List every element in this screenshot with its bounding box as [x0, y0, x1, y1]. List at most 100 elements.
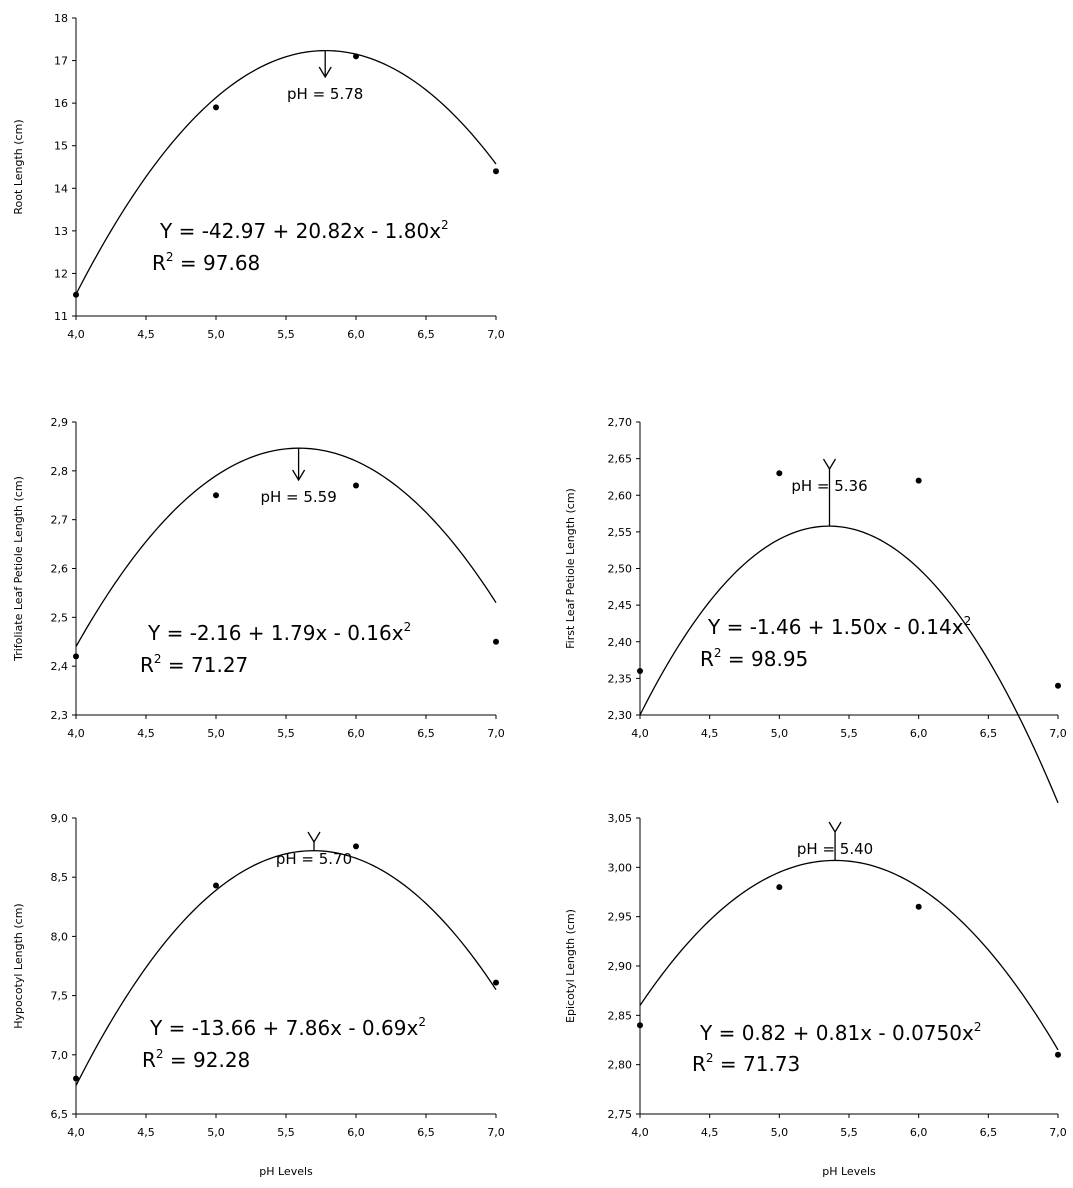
x-tick-label: 4,0 — [67, 1126, 85, 1139]
r-squared: R2 = 92.28 — [142, 1047, 250, 1072]
x-tick-label: 5,0 — [207, 727, 225, 740]
y-tick-label: 2,85 — [608, 1009, 633, 1022]
x-tick-label: 5,0 — [207, 328, 225, 341]
equation-exponent: 2 — [418, 1015, 426, 1029]
r-squared-exponent: 2 — [714, 646, 722, 660]
r-squared-exponent: 2 — [706, 1051, 714, 1065]
regression-equation: Y = -1.46 + 1.50x - 0.14x2 — [707, 614, 971, 639]
y-tick-label: 2,3 — [51, 709, 69, 722]
x-tick-label: 5,0 — [771, 1126, 789, 1139]
x-tick-label: 5,0 — [771, 727, 789, 740]
x-tick-label: 5,0 — [207, 1126, 225, 1139]
data-point — [776, 884, 783, 891]
y-tick-label: 6,5 — [51, 1108, 69, 1121]
x-tick-label: 6,0 — [910, 727, 928, 740]
x-tick-label: 7,0 — [1049, 1126, 1067, 1139]
data-point — [493, 168, 499, 175]
y-tick-label: 2,30 — [608, 709, 633, 722]
data-point — [915, 477, 922, 484]
data-point — [1055, 682, 1061, 689]
x-tick-label: 7,0 — [487, 727, 505, 740]
y-tick-label: 2,6 — [51, 563, 69, 576]
r-squared: R2 = 71.27 — [140, 652, 248, 677]
vertex-annotation: pH = 5.59 — [260, 488, 336, 506]
fit-curve — [639, 859, 1059, 1051]
regression-equation: Y = -13.66 + 7.86x - 0.69x2 — [149, 1015, 426, 1040]
y-tick-label: 2,5 — [51, 611, 69, 624]
fit-curve — [75, 49, 497, 295]
y-tick-label: 2,50 — [608, 563, 633, 576]
y-axis-label: Trifoliate Leaf Petiole Length (cm) — [12, 476, 25, 662]
data-point — [353, 53, 359, 60]
x-tick-label: 6,5 — [417, 727, 435, 740]
x-tick-label: 5,5 — [277, 727, 295, 740]
x-tick-label: 7,0 — [487, 328, 505, 341]
r-squared-value: = 71.73 — [714, 1052, 801, 1076]
data-point — [637, 1022, 643, 1029]
arrow-head-icon — [822, 458, 837, 471]
x-tick-label: 4,5 — [701, 727, 719, 740]
x-tick-label: 6,0 — [347, 328, 365, 341]
regression-equation: Y = -42.97 + 20.82x - 1.80x2 — [159, 218, 449, 243]
r-squared-value: = 92.28 — [164, 1048, 251, 1072]
x-tick-label: 5,5 — [277, 328, 295, 341]
y-tick-label: 2,40 — [608, 636, 633, 649]
data-point — [1055, 1051, 1061, 1058]
x-tick-label: 5,5 — [840, 1126, 858, 1139]
x-tick-label: 4,0 — [67, 727, 85, 740]
vertex-annotation: pH = 5.40 — [797, 840, 873, 858]
r-squared-exponent: 2 — [154, 652, 162, 666]
x-tick-label: 5,5 — [840, 727, 858, 740]
data-point — [213, 882, 219, 889]
vertex-annotation: pH = 5.70 — [276, 850, 352, 868]
r-squared-exponent: 2 — [156, 1047, 164, 1061]
x-tick-label: 6,0 — [347, 727, 365, 740]
arrow-head-icon — [828, 821, 842, 834]
x-tick-label: 6,5 — [417, 1126, 435, 1139]
panel-3: 2,30 2,35 2,40 2,45 2,50 2,55 2,60 2,65 2,70 4,0 4… — [564, 416, 1067, 804]
y-tick-label: 2,60 — [608, 489, 633, 502]
x-axis-label: pH Levels — [822, 1165, 876, 1178]
y-tick-label: 2,75 — [608, 1108, 633, 1121]
x-tick-label: 5,5 — [277, 1126, 295, 1139]
arrow-head-icon — [307, 831, 321, 844]
x-tick-label: 4,0 — [631, 1126, 649, 1139]
equation-exponent: 2 — [441, 218, 449, 232]
x-tick-label: 4,0 — [631, 727, 649, 740]
y-tick-label: 2,35 — [608, 672, 633, 685]
data-point — [73, 653, 79, 660]
y-tick-label: 2,95 — [608, 911, 633, 924]
fit-curve — [75, 447, 497, 647]
y-tick-label: 7,5 — [51, 990, 69, 1003]
equation-text: Y = 0.82 + 0.81x - 0.0750x — [699, 1021, 974, 1045]
data-point — [637, 668, 643, 675]
x-tick-label: 7,0 — [487, 1126, 505, 1139]
x-tick-label: 6,0 — [347, 1126, 365, 1139]
y-tick-label: 14 — [54, 182, 68, 195]
y-tick-label: 8,0 — [51, 930, 69, 943]
data-point — [73, 1075, 79, 1082]
data-point — [353, 843, 359, 850]
y-tick-label: 12 — [54, 267, 68, 280]
r-squared: R2 = 97.68 — [152, 250, 260, 275]
x-tick-label: 4,5 — [137, 1126, 155, 1139]
x-tick-label: 6,5 — [417, 328, 435, 341]
equation-text: Y = -42.97 + 20.82x - 1.80x — [159, 219, 441, 243]
panel-1: 11 12 13 14 15 16 17 18 4,0 4,5 5,0 5,5 6,0 6,5 7,0 Roo… — [12, 12, 505, 341]
y-tick-label: 9,0 — [51, 812, 69, 825]
y-tick-label: 2,8 — [51, 465, 69, 478]
y-tick-label: 7,0 — [51, 1049, 69, 1062]
fit-curve — [639, 525, 1059, 804]
data-point — [493, 638, 499, 645]
y-tick-label: 15 — [54, 140, 68, 153]
y-tick-label: 2,45 — [608, 599, 633, 612]
x-tick-label: 4,5 — [137, 727, 155, 740]
y-tick-label: 2,9 — [51, 416, 69, 429]
r-squared-symbol: R — [700, 647, 714, 671]
r-squared-symbol: R — [140, 653, 154, 677]
y-tick-label: 13 — [54, 225, 68, 238]
y-tick-label: 2,7 — [51, 514, 69, 527]
regression-equation: Y = -2.16 + 1.79x - 0.16x2 — [147, 620, 411, 645]
y-tick-label: 2,65 — [608, 453, 633, 466]
